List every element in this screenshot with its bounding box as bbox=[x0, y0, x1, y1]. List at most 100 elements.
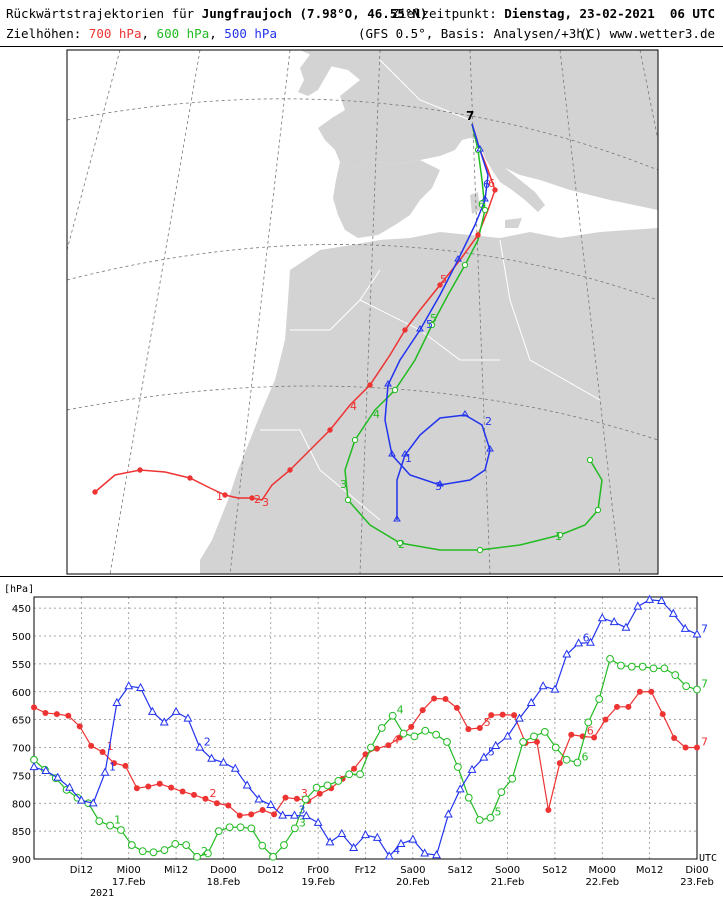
data-point bbox=[124, 681, 134, 690]
data-point bbox=[479, 752, 489, 761]
day-marker-label: 7 bbox=[701, 622, 708, 635]
data-point bbox=[351, 765, 358, 772]
header: Rückwärtstrajektorien für Jungfraujoch (… bbox=[0, 0, 723, 47]
data-point bbox=[671, 671, 680, 679]
data-point bbox=[396, 838, 406, 848]
data-point bbox=[388, 711, 397, 720]
svg-text:3: 3 bbox=[340, 478, 347, 491]
data-point bbox=[160, 846, 169, 854]
data-point bbox=[202, 795, 209, 802]
data-point bbox=[659, 711, 666, 718]
data-point bbox=[204, 849, 212, 858]
svg-text:2: 2 bbox=[485, 415, 492, 428]
data-point bbox=[692, 629, 702, 638]
data-point bbox=[191, 791, 198, 798]
land-italy bbox=[478, 140, 545, 212]
data-point bbox=[508, 774, 517, 783]
data-point bbox=[334, 777, 343, 785]
data-point bbox=[127, 841, 136, 849]
svg-text:6: 6 bbox=[488, 177, 495, 190]
day-marker-label: 5 bbox=[494, 806, 501, 819]
data-point bbox=[538, 681, 548, 690]
data-point bbox=[384, 851, 394, 860]
x-tick-date: 23.Feb bbox=[680, 877, 714, 888]
data-point bbox=[476, 725, 483, 731]
data-point bbox=[682, 744, 689, 751]
y-tick-label: 700 bbox=[12, 744, 31, 755]
y-axis-label: [hPa] bbox=[4, 584, 34, 595]
data-point bbox=[455, 784, 465, 793]
title-prefix: Rückwärtstrajektorien für bbox=[6, 6, 195, 21]
target-value: Dienstag, 23-02-2021 06 UTC bbox=[504, 6, 715, 21]
data-point bbox=[213, 800, 220, 807]
svg-text:6: 6 bbox=[483, 178, 490, 191]
data-point bbox=[282, 794, 289, 801]
level-500: 500 hPa bbox=[224, 26, 277, 41]
data-point bbox=[159, 717, 169, 726]
data-point bbox=[278, 810, 288, 819]
data-point bbox=[657, 595, 666, 605]
data-point bbox=[214, 827, 223, 836]
x-tick-label: So00 bbox=[495, 865, 520, 876]
data-point bbox=[271, 811, 278, 818]
svg-text:1: 1 bbox=[405, 452, 412, 465]
data-point bbox=[225, 823, 234, 832]
map-panel: 1 2 3 4 5 6 1 2 3 4 5 6 1 2 3 5 6 7 bbox=[0, 46, 723, 577]
data-point bbox=[53, 711, 60, 718]
data-point bbox=[586, 637, 595, 646]
data-point bbox=[680, 623, 690, 632]
data-point bbox=[290, 824, 299, 833]
trajectory-500 bbox=[384, 123, 491, 520]
x-tick-label: So12 bbox=[542, 865, 567, 876]
x-tick-label: Mo12 bbox=[636, 865, 663, 876]
data-point bbox=[668, 608, 678, 617]
data-point bbox=[136, 682, 145, 691]
data-point bbox=[419, 707, 426, 714]
data-point bbox=[443, 738, 451, 746]
data-point bbox=[591, 734, 598, 741]
data-point bbox=[42, 709, 49, 716]
data-point bbox=[325, 837, 335, 846]
data-point bbox=[53, 772, 63, 781]
day-marker-label: 6 bbox=[583, 631, 590, 644]
data-point bbox=[613, 703, 620, 710]
data-point bbox=[551, 743, 560, 752]
data-point bbox=[236, 812, 243, 819]
data-point bbox=[99, 748, 106, 755]
copyright: (C) www.wetter3.de bbox=[579, 26, 715, 41]
data-point bbox=[526, 697, 536, 707]
x-tick-date: 21.Feb bbox=[491, 877, 525, 888]
data-point bbox=[453, 704, 460, 711]
data-point bbox=[562, 755, 571, 764]
data-point bbox=[76, 795, 86, 804]
data-point bbox=[345, 770, 354, 779]
data-point bbox=[242, 780, 252, 789]
x-tick-date: 17.Feb bbox=[112, 877, 146, 888]
svg-text:1: 1 bbox=[216, 490, 223, 503]
data-point bbox=[313, 817, 323, 826]
title-station: Jungfraujoch (7.98°O, 46.55°N) bbox=[201, 6, 428, 21]
data-point bbox=[625, 703, 632, 710]
data-point bbox=[138, 847, 147, 856]
day-marker-label: 1 bbox=[107, 740, 114, 753]
land-britain bbox=[298, 50, 334, 96]
data-point bbox=[443, 809, 453, 818]
y-tick-label: 800 bbox=[12, 799, 31, 810]
data-point bbox=[694, 744, 700, 751]
data-point bbox=[323, 781, 332, 790]
data-point bbox=[432, 730, 441, 739]
level-600: 600 hPa bbox=[156, 26, 210, 41]
data-point bbox=[76, 723, 83, 730]
data-point bbox=[316, 790, 323, 797]
model-info: (GFS 0.5°, Basis: Analysen/+3h) bbox=[358, 26, 592, 41]
data-point bbox=[29, 761, 39, 771]
data-point bbox=[617, 661, 625, 670]
day-marker-label: 5 bbox=[488, 746, 495, 759]
data-point bbox=[499, 711, 506, 718]
land-iberia bbox=[333, 160, 440, 238]
data-point bbox=[432, 850, 441, 859]
data-point bbox=[693, 685, 701, 694]
data-point bbox=[533, 738, 540, 745]
data-point bbox=[633, 601, 643, 610]
data-point bbox=[486, 813, 495, 822]
